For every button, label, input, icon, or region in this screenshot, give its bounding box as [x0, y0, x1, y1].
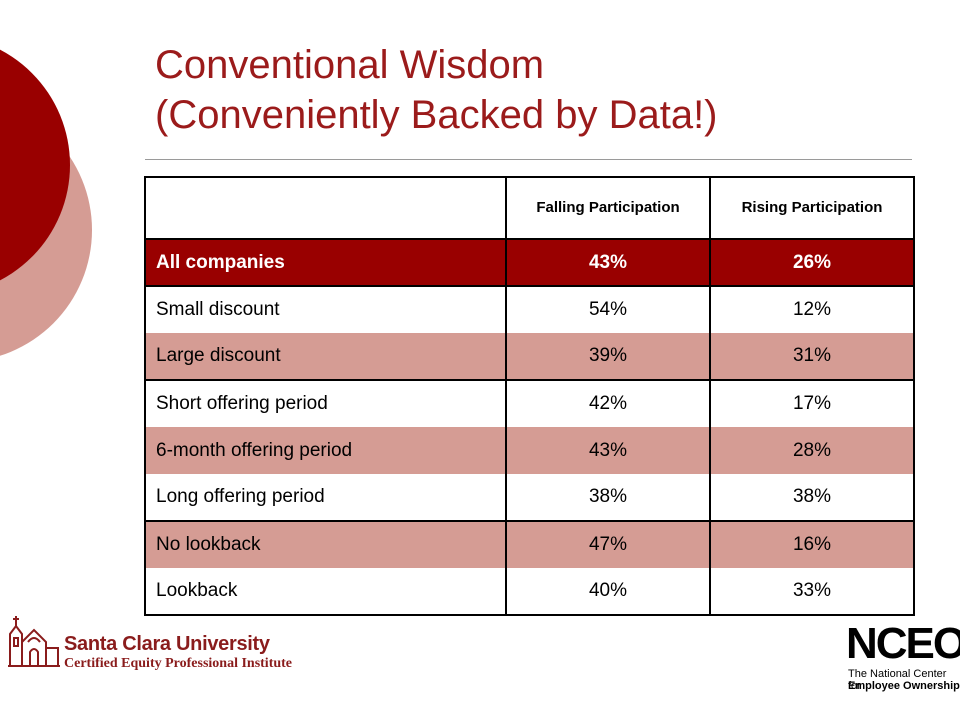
- falling-value: 42%: [505, 379, 711, 427]
- nceo-logo: NCEO: [846, 619, 960, 668]
- nceo-tagline-2: Employee Ownership: [848, 680, 960, 692]
- table-row: Short offering period 42% 17%: [144, 379, 915, 427]
- falling-value: 47%: [505, 520, 711, 568]
- falling-value: 39%: [505, 333, 711, 380]
- falling-value: 54%: [505, 286, 711, 333]
- table-row: All companies 43% 26%: [144, 238, 915, 287]
- rising-value: 12%: [710, 286, 915, 333]
- santa-clara-university-name: Santa Clara University: [64, 633, 270, 655]
- rising-value: 38%: [710, 474, 915, 521]
- row-label: Lookback: [144, 568, 506, 616]
- rising-value: 28%: [710, 427, 915, 474]
- falling-value: 40%: [505, 568, 711, 616]
- falling-value: 43%: [505, 238, 711, 287]
- falling-value: 43%: [505, 427, 711, 474]
- scu-subtitle: Certified Equity Professional Institute: [64, 656, 293, 671]
- row-label: Long offering period: [144, 474, 506, 521]
- header-rising-participation: Rising Participation: [709, 176, 915, 240]
- row-label: Short offering period: [144, 379, 506, 427]
- title-line-2: (Conveniently Backed by Data!): [155, 93, 718, 137]
- table-row: Lookback 40% 33%: [144, 568, 915, 616]
- rising-value: 26%: [709, 238, 915, 287]
- table-row: Large discount 39% 31%: [144, 333, 915, 380]
- row-label: Large discount: [144, 333, 506, 380]
- participation-table: Falling Participation Rising Participati…: [144, 176, 915, 616]
- header-falling-participation: Falling Participation: [505, 176, 711, 240]
- rising-value: 16%: [710, 520, 915, 568]
- rising-value: 33%: [710, 568, 915, 616]
- title-line-1: Conventional Wisdom: [155, 43, 545, 87]
- rising-value: 31%: [710, 333, 915, 380]
- row-label: All companies: [144, 238, 507, 287]
- mission-church-icon: [8, 616, 60, 667]
- nceo-tagline-1: The National Center for: [848, 668, 947, 692]
- decorative-circles: [0, 49, 92, 356]
- table-header-row: Falling Participation Rising Participati…: [144, 176, 915, 240]
- decor-circle-dark: [0, 49, 70, 281]
- table-row: 6-month offering period 43% 28%: [144, 427, 915, 474]
- slide-title: Conventional Wisdom (Conveniently Backed…: [155, 40, 718, 140]
- row-label: Small discount: [144, 286, 506, 333]
- title-divider: [145, 159, 912, 160]
- row-label: No lookback: [144, 520, 506, 568]
- header-blank: [144, 176, 507, 240]
- table-row: Long offering period 38% 38%: [144, 474, 915, 521]
- falling-value: 38%: [505, 474, 711, 521]
- table-row: Small discount 54% 12%: [144, 286, 915, 333]
- rising-value: 17%: [710, 379, 915, 427]
- table-row: No lookback 47% 16%: [144, 520, 915, 568]
- row-label: 6-month offering period: [144, 427, 506, 474]
